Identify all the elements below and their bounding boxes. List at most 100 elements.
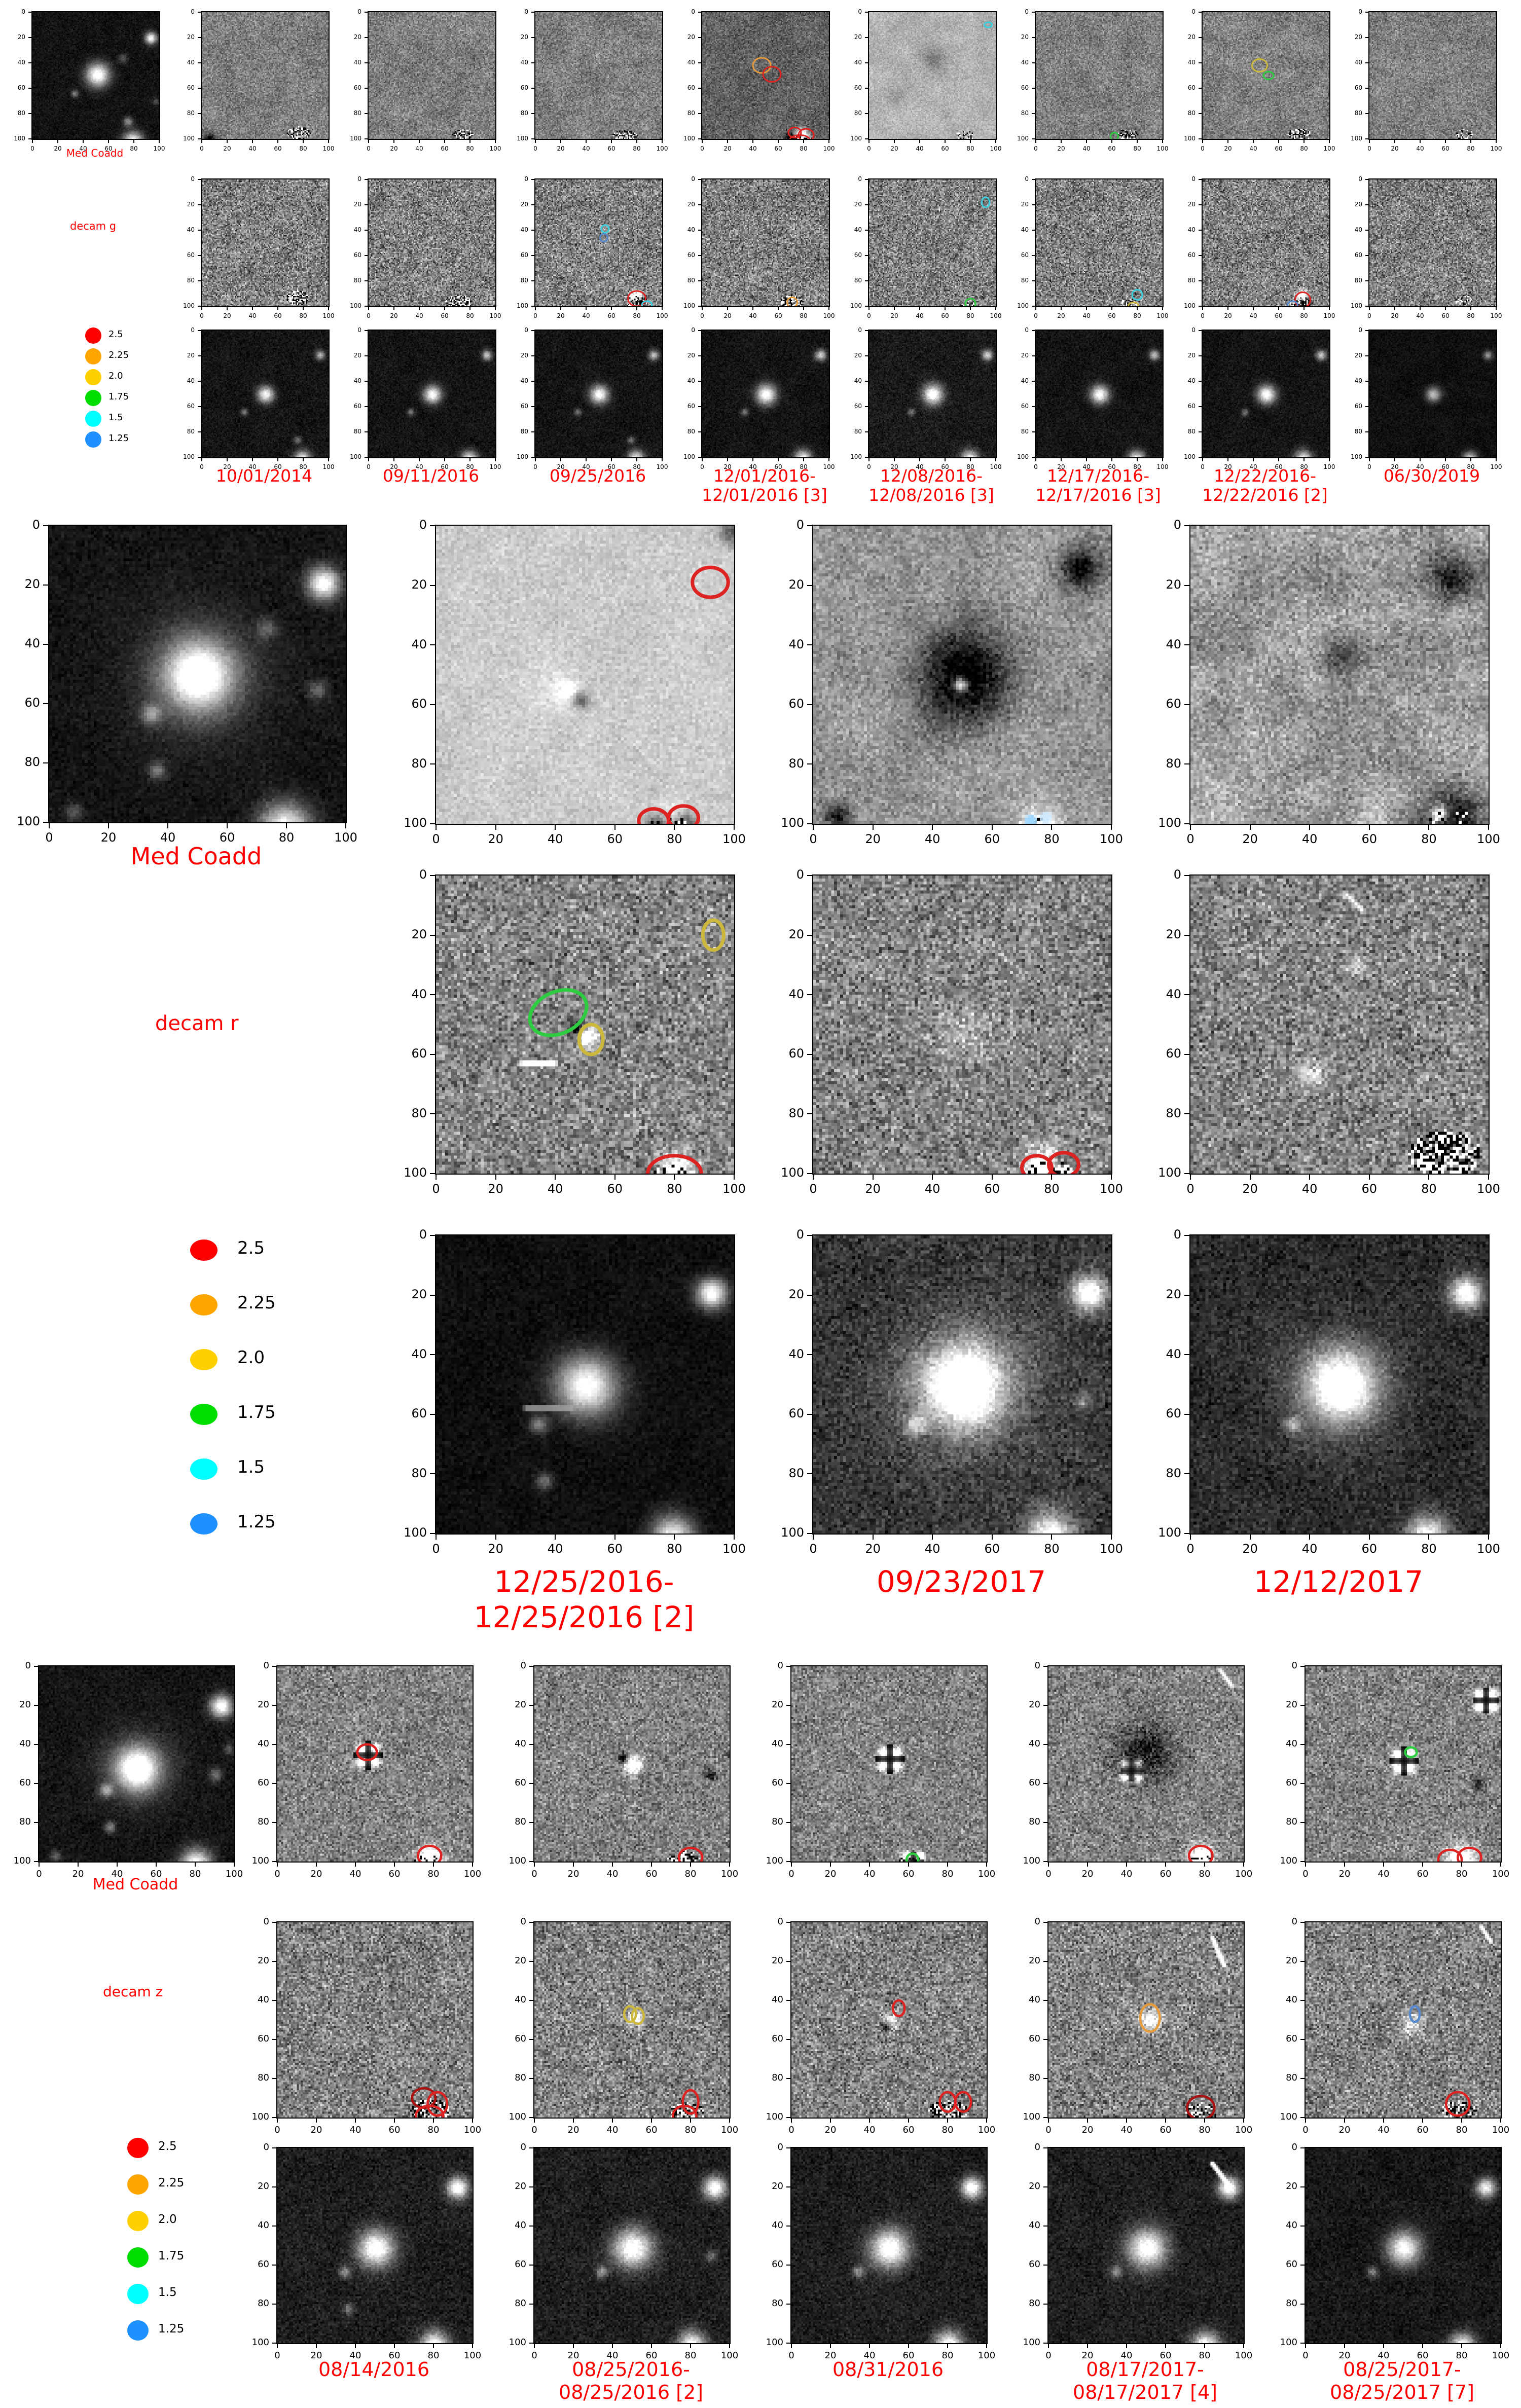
cutout-panel-r-r2-c2-xtick-40: 40 [924, 1182, 940, 1196]
cutout-panel-g-r3-c4-ytick-40: 40 [687, 377, 695, 385]
cutout-panel-g-r2-c8-image [1369, 179, 1496, 306]
coadd-panel-r-xtick-80: 80 [278, 830, 295, 845]
cutout-panel-r-r3-c3-image [1190, 1235, 1489, 1534]
cutout-panel-r-r1-c2-xtick-20: 20 [865, 832, 881, 846]
cutout-panel-r-r1-c2-image [813, 526, 1111, 824]
legend-value-r-2.0: 2.0 [237, 1347, 265, 1368]
cutout-panel-g-r2-c1-xtick-40: 40 [248, 312, 257, 319]
cutout-panel-g-r2-c1-ytickmark-80 [198, 280, 201, 281]
cutout-panel-g-r3-c5-ytickmark-60 [865, 406, 868, 407]
epoch-date-line: 12/01/2016 [3] [702, 485, 827, 505]
detection-marker-ellipse [787, 127, 802, 138]
cutout-panel-z-r1-c1-xtickmark-20 [316, 1863, 317, 1867]
cutout-panel-g-r1-c3-xtick-40: 40 [582, 145, 590, 152]
cutout-panel-g-r2-c6-ytickmark-0 [1032, 179, 1035, 180]
cutout-panel-g-r1-c1: 0 0 20 20 40 40 60 60 80 80 100 100 [183, 8, 334, 152]
cutout-panel-g-r2-c2-xtick-60: 60 [441, 312, 449, 319]
cutout-panel-z-r3-c3-xtickmark-0 [791, 2344, 792, 2348]
cutout-panel-r-r2-c1-xtick-100: 100 [722, 1182, 746, 1196]
cutout-panel-g-r2-c1-xtick-20: 20 [223, 312, 231, 319]
cutout-panel-r-r3-c2-xtick-100: 100 [1100, 1542, 1123, 1556]
cutout-panel-z-r1-c2-ytickmark-20 [529, 1705, 533, 1706]
cutout-panel-g-r1-c3-xtick-0: 0 [533, 145, 537, 152]
cutout-panel-z-r1-c2-ytickmark-80 [529, 1822, 533, 1823]
coadd-panel-r-ytickmark-20 [43, 585, 48, 586]
legend-value-r-1.75: 1.75 [237, 1402, 276, 1423]
cutout-panel-g-r1-c5-markers [984, 21, 993, 28]
cutout-panel-r-r2-c1-xtick-0: 0 [432, 1182, 440, 1196]
detection-marker-ellipse [672, 2104, 698, 2118]
cutout-panel-z-r1-c5-xtick-60: 60 [1417, 1869, 1429, 1879]
cutout-panel-g-r3-c1-ytick-80: 80 [187, 428, 195, 435]
cutout-panel-g-r2-c6-xtickmark-80 [1137, 307, 1138, 310]
cutout-panel-z-r3-c5-ytickmark-80 [1300, 2304, 1305, 2305]
cutout-panel-z-r2-c4-ytickmark-100 [1043, 2117, 1047, 2118]
cutout-panel-z-r2-c3-xtick-20: 20 [824, 2125, 837, 2135]
cutout-panel-g-r2-c4-ytick-60: 60 [687, 251, 695, 259]
cutout-panel-g-r2-c1-xtickmark-0 [201, 307, 202, 310]
cutout-panel-g-r3-c4-xtickmark-60 [778, 458, 779, 461]
cutout-panel-g-r2-c8-xtick-80: 80 [1467, 312, 1475, 319]
cutout-panel-g-r3-c3-xtick-40: 40 [582, 463, 590, 470]
cutout-panel-g-r3-c7-xtick-80: 80 [1300, 463, 1308, 470]
cutout-panel-g-r1-c8-xtick-100: 100 [1490, 145, 1502, 152]
cutout-panel-g-r2-c4-ytick-0: 0 [691, 175, 695, 183]
cutout-panel-g-r3-c3-xtickmark-60 [611, 458, 612, 461]
cutout-panel-g-r2-c1-xtickmark-40 [252, 307, 253, 310]
cutout-panel-g-r1-c2-ytick-100: 100 [350, 135, 361, 142]
cutout-panel-g-r2-c6-ytickmark-80 [1032, 280, 1035, 281]
cutout-panel-z-r1-c5-ytick-60: 60 [1286, 1777, 1297, 1789]
cutout-panel-z-r3-c2-ytickmark-40 [529, 2225, 533, 2227]
cutout-panel-z-r2-c3-xtick-100: 100 [977, 2125, 996, 2135]
cutout-panel-z-r2-c2-xtickmark-80 [690, 2119, 691, 2123]
cutout-panel-g-r3-c2-xtickmark-0 [368, 458, 369, 461]
cutout-panel-r-r2-c3-ytick-20: 20 [1166, 927, 1181, 941]
cutout-panel-z-r3-c5-xtickmark-80 [1461, 2344, 1462, 2348]
cutout-panel-g-r1-c2-ytickmark-100 [365, 138, 368, 139]
epoch-date-line: 12/08/2016- [880, 466, 983, 486]
cutout-panel-z-r1-c1-xtickmark-80 [433, 1863, 434, 1867]
detection-marker-ellipse [677, 1846, 704, 1862]
cutout-panel-g-r2-c2-xtick-100: 100 [489, 312, 501, 319]
cutout-panel-r-r1-c1-xtick-0: 0 [432, 832, 440, 846]
cutout-panel-z-r2-c4-xtickmark-60 [1165, 2119, 1166, 2123]
cutout-panel-z-r1-c2-ytickmark-40 [529, 1744, 533, 1745]
cutout-panel-r-r1-c3-ytickmark-60 [1184, 704, 1189, 705]
cutout-panel-g-r3-c8-xtick-0: 0 [1367, 463, 1371, 470]
cutout-panel-g-r2-c5-ytick-80: 80 [854, 277, 862, 284]
cutout-panel-z-r3-c5-ytickmark-60 [1300, 2265, 1305, 2266]
cutout-panel-z-r2-c5-xtick-20: 20 [1338, 2125, 1351, 2135]
cutout-panel-z-r2-c3-ytick-0: 0 [777, 1916, 783, 1927]
cutout-panel-g-r2-c3-ytick-60: 60 [520, 251, 528, 259]
cutout-panel-g-r3-c7-ytick-100: 100 [1184, 453, 1196, 461]
cutout-panel-z-r1-c4-xtick-80: 80 [1199, 1869, 1211, 1879]
cutout-panel-z-r1-c4-ytickmark-40 [1043, 1744, 1047, 1745]
cutout-panel-r-r1-c3-xtick-80: 80 [1421, 832, 1437, 846]
cutout-panel-r-r2-c1-xtickmark-100 [734, 1175, 735, 1180]
cutout-panel-z-r2-c1-xtickmark-0 [277, 2119, 278, 2123]
cutout-panel-r-r1-c2-ytick-40: 40 [788, 637, 804, 651]
detection-marker-ellipse [1187, 1844, 1214, 1862]
cutout-panel-r-r3-c3-ytick-60: 60 [1166, 1406, 1181, 1421]
cutout-panel-g-r2-c8-ytick-60: 60 [1354, 251, 1362, 259]
epoch-date-g-6: 12/17/2016- 12/17/2016 [3] [989, 466, 1207, 505]
cutout-panel-z-r2-c1-ytick-20: 20 [258, 1955, 269, 1966]
cutout-panel-r-r1-c1-ytickmark-60 [430, 704, 435, 705]
detection-marker-ellipse [1251, 58, 1268, 72]
cutout-panel-g-r1-c6-ytick-20: 20 [1021, 33, 1029, 41]
cutout-panel-g-r1-c3-ytickmark-0 [531, 12, 534, 13]
cutout-panel-g-r1-c5-ytickmark-0 [865, 12, 868, 13]
cutout-panel-g-r2-c8-ytick-20: 20 [1354, 201, 1362, 208]
legend-value-z-2.0: 2.0 [158, 2212, 177, 2226]
legend-value-z-2.25: 2.25 [158, 2176, 185, 2190]
cutout-panel-g-r1-c3-xtickmark-0 [535, 140, 536, 143]
cutout-panel-g-r1-c6: 0 0 20 20 40 40 60 60 80 80 100 100 [1017, 8, 1168, 152]
detection-marker-ellipse [627, 290, 646, 306]
coadd-panel-r-xtick-0: 0 [45, 830, 53, 845]
coadd-panel-g-ytickmark-100 [28, 138, 31, 139]
cutout-panel-g-r3-c5-xtickmark-0 [868, 458, 870, 461]
cutout-panel-g-r1-c2-ytickmark-80 [365, 113, 368, 114]
cutout-panel-r-r1-c1-ytickmark-80 [430, 763, 435, 765]
cutout-panel-g-r2-c4-xtickmark-100 [828, 307, 829, 310]
cutout-panel-g-r1-c7-image [1203, 12, 1329, 139]
